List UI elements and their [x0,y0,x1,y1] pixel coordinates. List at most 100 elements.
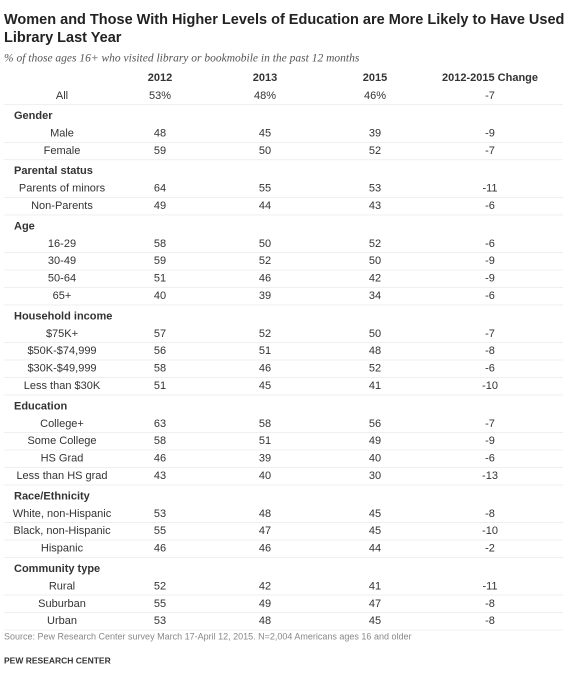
row-label: HS Grad [41,453,84,465]
cell: 40 [259,470,271,482]
row-label: Some College [27,435,96,447]
cell: 48 [154,128,166,140]
cell: -9 [485,255,495,267]
cell: 43 [154,470,166,482]
group-header: Race/Ethnicity [14,490,91,502]
cell: 40 [154,290,166,302]
cell: -9 [485,128,495,140]
cell: 40 [369,453,381,465]
cell: 46 [154,453,166,465]
cell: 48 [259,615,271,627]
cell: 51 [259,345,271,357]
cell: -11 [482,580,497,592]
title-line: Library Last Year [4,30,122,46]
cell: 58 [154,435,166,447]
cell: -8 [485,508,495,520]
cell: 45 [369,508,381,520]
cell: -10 [482,380,498,392]
row-label: $75K+ [46,328,78,340]
cell: 46 [259,273,271,285]
column-header: 2012 [148,72,172,84]
cell: 53 [154,508,166,520]
cell: 39 [369,128,381,140]
cell: -9 [485,273,495,285]
column-header: 2013 [253,72,277,84]
row-label: $50K-$74,999 [27,345,96,357]
cell: -6 [485,363,495,375]
cell: -8 [485,615,495,627]
cell: -9 [485,435,495,447]
row-label: Less than HS grad [16,470,107,482]
row-label: Female [44,145,81,157]
cell: -6 [485,290,495,302]
row-label: Black, non-Hispanic [13,525,111,537]
cell: 48 [259,508,271,520]
cell: 53 [369,183,381,195]
cell: 52 [259,328,271,340]
row-label: All [56,90,68,102]
source: Source: Pew Research Center survey March… [4,631,411,641]
cell: 58 [259,418,271,430]
cell: -6 [485,453,495,465]
cell: -7 [485,90,495,102]
cell: -2 [485,543,495,555]
cell: 45 [369,615,381,627]
cell: 39 [259,290,271,302]
cell: 44 [259,200,271,212]
row-label: Parents of minors [19,183,106,195]
cell: 49 [154,200,166,212]
row-label: Male [50,128,74,140]
subtitle: % of those ages 16+ who visited library … [4,53,360,65]
cell: 41 [369,380,381,392]
cell: 52 [369,145,381,157]
cell: 52 [154,580,166,592]
row-label: White, non-Hispanic [13,508,112,520]
title-line: Women and Those With Higher Levels of Ed… [4,12,567,28]
row-label: College+ [40,418,84,430]
cell: 50 [259,145,271,157]
row-label: Rural [49,580,75,592]
cell: 52 [369,238,381,250]
cell: 49 [369,435,381,447]
cell: 59 [154,255,166,267]
cell: -11 [482,183,497,195]
cell: 63 [154,418,166,430]
row-label: Less than $30K [24,380,101,392]
cell: 51 [154,380,166,392]
cell: 50 [369,328,381,340]
cell: -8 [485,598,495,610]
cell: 42 [369,273,381,285]
column-header: 2015 [363,72,387,84]
row-label: 16-29 [48,238,76,250]
cell: 55 [154,598,166,610]
cell: 58 [154,238,166,250]
cell: 55 [259,183,271,195]
row-label: 30-49 [48,255,76,267]
cell: 52 [369,363,381,375]
footer: PEW RESEARCH CENTER [4,655,111,665]
cell: 45 [369,525,381,537]
cell: -7 [485,418,495,430]
cell: 45 [259,128,271,140]
row-label: Hispanic [41,543,84,555]
cell: 47 [369,598,381,610]
cell: 44 [369,543,381,555]
cell: 42 [259,580,271,592]
cell: 58 [154,363,166,375]
group-header: Gender [14,110,53,122]
cell: -7 [485,328,495,340]
group-header: Age [14,220,35,232]
row-label: Urban [47,615,77,627]
cell: 53 [154,615,166,627]
cell: 57 [154,328,166,340]
group-header: Parental status [14,165,93,177]
cell: 55 [154,525,166,537]
cell: 46% [364,90,386,102]
column-header: 2012-2015 Change [442,72,538,84]
cell: -6 [485,238,495,250]
cell: 46 [259,543,271,555]
cell: 50 [369,255,381,267]
group-header: Community type [14,563,100,575]
cell: 56 [154,345,166,357]
